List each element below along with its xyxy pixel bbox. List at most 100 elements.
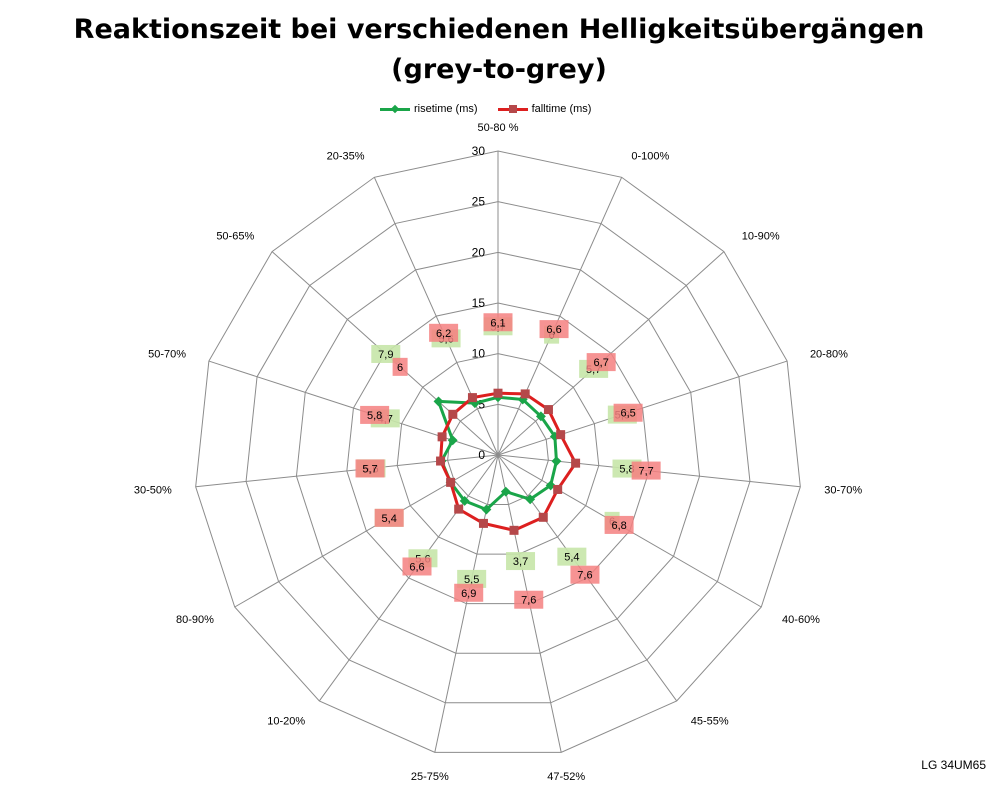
falltime-marker [436,456,446,466]
legend-item-falltime: falltime (ms) [497,103,592,115]
monitor-model-label: LG 34UM65 [921,758,986,772]
radial-tick-label: 5 [478,397,485,411]
radial-tick-label: 30 [472,144,486,158]
falltime-data-label: 5,4 [382,513,397,525]
falltime-label-bg [360,405,390,424]
falltime-data-label: 6,1 [490,317,505,329]
risetime-marker [545,480,556,491]
falltime-data-label: 7,7 [638,466,653,478]
grid-spoke [497,177,623,456]
grid-ring [396,353,600,555]
radial-tick-label: 15 [472,296,486,310]
legend-risetime-label: risetime (ms) [414,103,478,115]
chart-title-main: Reaktionszeit bei verschiedenen Helligke… [73,14,925,45]
risetime-marker [447,435,458,446]
risetime-marker [433,396,444,407]
data-labels: 5,765,75,95,865,43,75,55,65,45,64,77,95,… [355,313,661,609]
falltime-data-label: 6,7 [594,357,609,369]
radial-tick-label: 0 [478,448,485,462]
risetime-marker [525,494,536,505]
grid-ring [195,150,801,753]
category-label: 0-100% [631,150,669,162]
falltime-label-bg [539,320,569,339]
risetime-data-label: 7,9 [378,349,393,361]
risetime-label-bg [457,569,487,588]
falltime-label-bg [514,590,544,609]
falltime-marker [509,525,519,535]
legend-item-risetime: risetime (ms) [380,103,478,115]
falltime-marker [446,477,456,487]
radial-tick-labels: 0 5 10 15 20 25 30 [472,144,486,462]
falltime-data-label: 6,6 [546,324,561,336]
falltime-data-label: 6,6 [409,561,424,573]
category-labels: 50-80 % 0-100% 10-90% 20-80% 30-70% 40-60% 45-… [134,122,862,783]
falltime-marker [553,484,563,494]
grid-ring [295,251,701,654]
grid-ring [447,403,549,506]
category-label: 10-20% [267,715,305,727]
risetime-label-bg [557,547,587,566]
falltime-data-label: 6,9 [461,588,476,600]
category-label: 25-75% [411,771,449,783]
falltime-label-bg [604,515,634,534]
category-label: 20-35% [327,150,365,162]
grid-spoke [318,454,499,702]
falltime-marker [556,430,566,440]
legend-falltime-marker [497,103,528,115]
falltime-marker [571,458,581,468]
falltime-label-bg [402,557,432,576]
category-label: 30-70% [824,484,862,496]
falltime-marker [448,409,458,419]
category-label: 80-90% [176,614,214,626]
risetime-marker [459,495,470,506]
category-label: 50-70% [148,349,186,361]
category-label: 20-80% [810,349,848,361]
grid-ring [346,302,650,605]
grid-spoke [434,454,499,753]
falltime-data-label: 5,7 [362,463,377,475]
falltime-label-bg [454,583,484,602]
falltime-data-label: 7,6 [577,570,592,582]
falltime-marker [538,512,548,522]
falltime-data-label: 7,6 [521,595,536,607]
falltime-label-bg [429,323,459,342]
falltime-label-bg [483,313,513,332]
category-label: 50-65% [216,231,254,243]
falltime-data-label: 6 [397,362,403,374]
legend-falltime-label: falltime (ms) [531,103,592,115]
category-label: 47-52% [547,771,585,783]
legend-risetime-marker [380,103,410,115]
falltime-marker [493,388,503,398]
falltime-label-bg [355,459,385,478]
falltime-data-label: 6,2 [436,328,451,340]
category-label: 50-80 % [478,122,519,134]
risetime-data-label: 3,7 [513,556,528,568]
chart-subtitle: (grey-to-grey) [391,54,607,85]
risetime-data-label: 5,4 [564,552,579,564]
risetime-line [437,395,558,512]
risetime-marker [535,411,546,422]
falltime-marker [520,389,530,399]
category-label: 10-90% [742,231,780,243]
grid-ring [245,201,751,704]
risetime-marker [500,486,511,497]
radial-tick-label: 20 [472,245,486,259]
chart-title: Reaktionszeit bei verschiedenen Helligke… [0,10,998,90]
falltime-label-bg [392,357,408,376]
risetime-data-label: 5,8 [619,464,634,476]
grid-spoke [373,177,499,456]
falltime-label-bg [613,403,643,422]
falltime-data-label: 5,8 [367,410,382,422]
series-layer [433,388,581,535]
falltime-label-bg [586,353,616,372]
risetime-marker [551,456,562,467]
falltime-line [439,391,578,532]
falltime-label-bg [631,461,661,480]
falltime-data-label: 6,8 [611,520,626,532]
falltime-marker [454,504,464,514]
radial-tick-label: 10 [472,347,486,361]
risetime-data-label: 5,5 [464,574,479,586]
falltime-marker [478,518,488,528]
falltime-data-label: 6,5 [620,408,635,420]
